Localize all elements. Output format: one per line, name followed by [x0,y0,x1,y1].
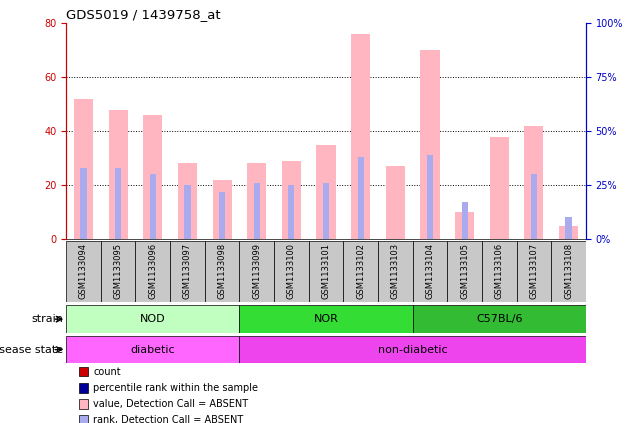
Text: percentile rank within the sample: percentile rank within the sample [93,383,258,393]
Bar [239,305,413,333]
Text: GSM1133108: GSM1133108 [564,243,573,299]
Text: GSM1133094: GSM1133094 [79,243,88,299]
Text: diabetic: diabetic [130,345,175,354]
Bar [170,241,205,302]
Text: disease state: disease state [0,345,63,355]
Bar [185,185,190,239]
Bar [531,174,537,239]
Text: GSM1133096: GSM1133096 [148,243,158,299]
Bar [101,241,135,302]
Bar [559,225,578,239]
Text: GSM1133097: GSM1133097 [183,243,192,299]
Text: GSM1133106: GSM1133106 [495,243,504,299]
Bar [239,336,586,363]
Bar [482,241,517,302]
Bar [212,180,232,239]
Bar [143,115,163,239]
Bar [115,168,121,239]
Text: GSM1133095: GSM1133095 [113,243,123,299]
Bar [81,168,86,239]
Text: rank, Detection Call = ABSENT: rank, Detection Call = ABSENT [93,415,243,423]
Bar [358,157,364,239]
Text: GSM1133105: GSM1133105 [460,243,469,299]
Text: NOD: NOD [140,314,166,324]
Bar [274,241,309,302]
Bar [282,161,301,239]
Bar [66,241,101,302]
Bar [517,241,551,302]
Bar [309,241,343,302]
Bar [66,305,239,333]
Text: GSM1133102: GSM1133102 [356,243,365,299]
Bar [239,241,274,302]
Bar [351,34,370,239]
Bar [462,202,467,239]
Bar [343,241,378,302]
Bar [289,185,294,239]
Bar [551,241,586,302]
Text: GDS5019 / 1439758_at: GDS5019 / 1439758_at [66,8,220,21]
Bar [178,164,197,239]
Bar [524,126,544,239]
Bar [135,241,170,302]
Bar [108,110,128,239]
Bar [420,50,440,239]
Text: strain: strain [31,314,63,324]
Bar [566,217,571,239]
Bar [378,241,413,302]
Text: count: count [93,367,121,377]
Bar [74,99,93,239]
Bar [254,183,260,239]
Bar [413,305,586,333]
Text: C57BL/6: C57BL/6 [476,314,522,324]
Text: GSM1133103: GSM1133103 [391,243,400,299]
Bar [455,212,474,239]
Bar [247,164,266,239]
Bar [447,241,482,302]
Text: non-diabetic: non-diabetic [378,345,447,354]
Text: GSM1133100: GSM1133100 [287,243,296,299]
Bar [413,241,447,302]
Bar [66,336,239,363]
Bar [386,166,405,239]
Bar [316,145,336,239]
Bar [323,183,329,239]
Text: GSM1133104: GSM1133104 [425,243,435,299]
Bar [205,241,239,302]
Bar [219,192,225,239]
Bar [490,137,509,239]
Text: NOR: NOR [314,314,338,324]
Bar [427,155,433,239]
Text: GSM1133099: GSM1133099 [252,243,261,299]
Text: GSM1133101: GSM1133101 [321,243,331,299]
Text: value, Detection Call = ABSENT: value, Detection Call = ABSENT [93,399,248,409]
Text: GSM1133107: GSM1133107 [529,243,539,299]
Text: GSM1133098: GSM1133098 [217,243,227,299]
Bar [150,174,156,239]
